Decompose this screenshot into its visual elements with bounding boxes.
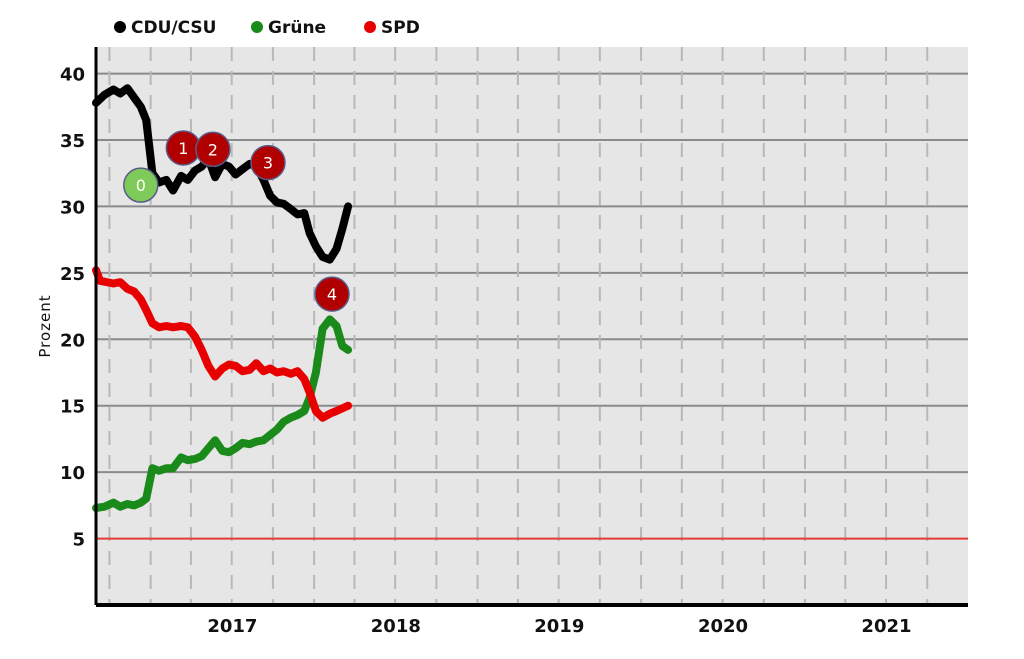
legend-label: SPD [381, 18, 420, 38]
y-tick-label: 25 [60, 264, 85, 285]
annotation-marker [123, 167, 159, 203]
legend: CDU/CSU Grüne SPD [114, 18, 420, 38]
legend-swatch [114, 21, 126, 33]
series-line-cdu-csu [92, 84, 353, 264]
x-tick-label: 2017 [207, 616, 257, 637]
annotation-label: 1 [178, 139, 188, 158]
legend-swatch [251, 21, 263, 33]
legend-label: CDU/CSU [131, 18, 216, 38]
legend-label: Grüne [268, 18, 326, 38]
x-tick-label: 2020 [698, 616, 748, 637]
x-tick-label: 2021 [861, 616, 911, 637]
series-line-spd [92, 266, 353, 422]
annotation-marker [314, 276, 350, 312]
annotation-label: 2 [208, 140, 218, 159]
y-tick-label: 15 [60, 397, 85, 418]
y-ticks-group: 5 10 15 20 25 30 35 40 [60, 65, 85, 551]
y-tick-label: 20 [60, 330, 85, 351]
annotation-marker [250, 144, 286, 181]
annotation-label: 3 [263, 154, 273, 173]
y-tick-label: 5 [72, 530, 85, 551]
annotations-group: 0 1 2 3 4 [123, 130, 350, 312]
y-tick-label: 30 [60, 197, 85, 218]
x-ticks-group: 2017 2018 2019 2020 2021 [207, 616, 911, 637]
y-tick-label: 40 [60, 65, 85, 86]
annotation-label: 0 [136, 176, 146, 195]
plot-background [96, 47, 968, 605]
grid-lines [96, 47, 968, 605]
y-axis-label: Prozent [36, 294, 54, 357]
x-tick-label: 2018 [371, 616, 421, 637]
y-tick-label: 10 [60, 463, 85, 484]
x-tick-label: 2019 [534, 616, 584, 637]
y-tick-label: 35 [60, 131, 85, 152]
annotation-label: 4 [327, 285, 337, 304]
series-group [92, 84, 353, 512]
annotation-marker [195, 131, 231, 168]
legend-swatch [364, 21, 376, 33]
axes-group [94, 47, 968, 607]
